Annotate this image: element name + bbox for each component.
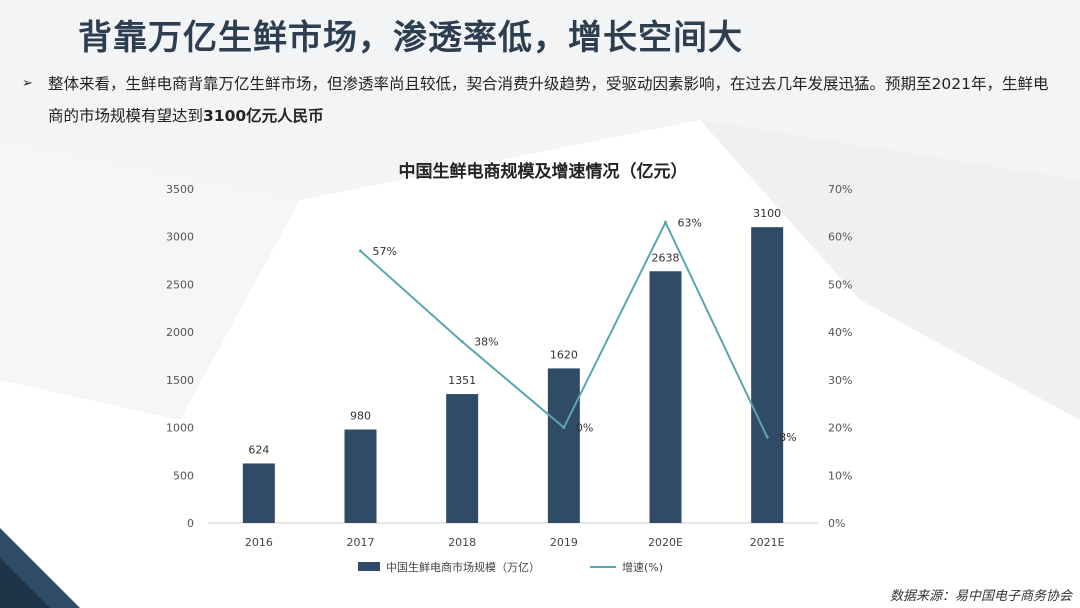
y-left-tick-label: 3000: [166, 231, 194, 244]
bullet-text: 整体来看，生鲜电商背靠万亿生鲜市场，但渗透率尚且较低，契合消费升级趋势，受驱动因…: [48, 68, 1058, 132]
data-source: 数据来源：易中国电子商务协会: [889, 589, 1072, 604]
growth-point: [664, 220, 667, 224]
y-right-tick-label: 50%: [828, 278, 852, 291]
y-right-tick-label: 0%: [828, 517, 845, 530]
bar: [547, 368, 580, 523]
y-left-tick-label: 500: [173, 469, 194, 482]
bar-value-label: 2638: [652, 251, 680, 264]
y-left-tick-label: 1000: [166, 422, 194, 435]
bar: [649, 271, 682, 523]
y-left-tick-label: 3500: [166, 183, 194, 196]
y-right-tick-label: 10%: [828, 469, 852, 482]
legend-bar-label: 中国生鲜电商市场规模（万亿）: [386, 560, 540, 574]
page-title: 背靠万亿生鲜市场，渗透率低，增长空间大: [78, 18, 743, 58]
y-right-tick-label: 20%: [828, 422, 852, 435]
y-right-tick-label: 70%: [828, 183, 852, 196]
bar-value-label: 980: [350, 409, 371, 422]
bullet-body: 整体来看，生鲜电商背靠万亿生鲜市场，但渗透率尚且较低，契合消费升级趋势，受驱动因…: [48, 75, 1049, 125]
legend-line-label: 增速(%): [622, 560, 663, 574]
bar: [344, 429, 377, 523]
bar-value-label: 3100: [753, 207, 781, 220]
y-left-tick-label: 0: [187, 517, 194, 530]
growth-point: [562, 426, 566, 430]
bar: [242, 463, 275, 523]
bar-value-label: 1351: [448, 374, 476, 387]
legend-bar-swatch: [358, 562, 380, 571]
y-left-tick-label: 2000: [166, 326, 194, 339]
bullet-arrow-icon: ➢: [22, 76, 33, 91]
bar: [446, 394, 479, 523]
y-left-tick-label: 2500: [166, 278, 194, 291]
x-tick-label: 2018: [448, 536, 476, 549]
x-tick-label: 2017: [347, 536, 375, 549]
growth-point: [460, 340, 464, 344]
x-tick-label: 2021E: [750, 536, 785, 549]
bar-value-label: 624: [248, 443, 269, 456]
corner-decoration: [0, 528, 80, 608]
x-tick-label: 2020E: [648, 536, 683, 549]
x-tick-label: 2019: [550, 536, 578, 549]
chart-title: 中国生鲜电商规模及增速情况（亿元）: [399, 161, 688, 182]
y-right-tick-label: 60%: [828, 231, 852, 244]
bar-value-label: 1620: [550, 348, 578, 361]
growth-point: [765, 435, 769, 439]
y-right-tick-label: 30%: [828, 374, 852, 387]
growth-point: [359, 249, 362, 253]
growth-value-label: 38%: [474, 336, 498, 349]
bullet-highlight: 3100亿元人民币: [203, 107, 324, 125]
y-left-tick-label: 1500: [166, 374, 194, 387]
bar: [751, 227, 784, 523]
growth-value-label: 8%: [779, 431, 796, 444]
growth-value-label: 63%: [678, 216, 702, 229]
y-right-tick-label: 40%: [828, 326, 852, 339]
growth-value-label: 0%: [576, 422, 593, 435]
x-tick-label: 2016: [245, 536, 273, 549]
growth-value-label: 57%: [373, 245, 397, 258]
